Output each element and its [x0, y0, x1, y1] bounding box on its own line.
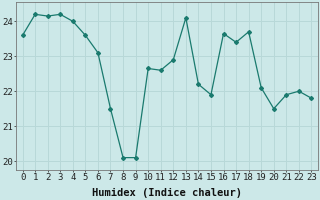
X-axis label: Humidex (Indice chaleur): Humidex (Indice chaleur) — [92, 188, 242, 198]
